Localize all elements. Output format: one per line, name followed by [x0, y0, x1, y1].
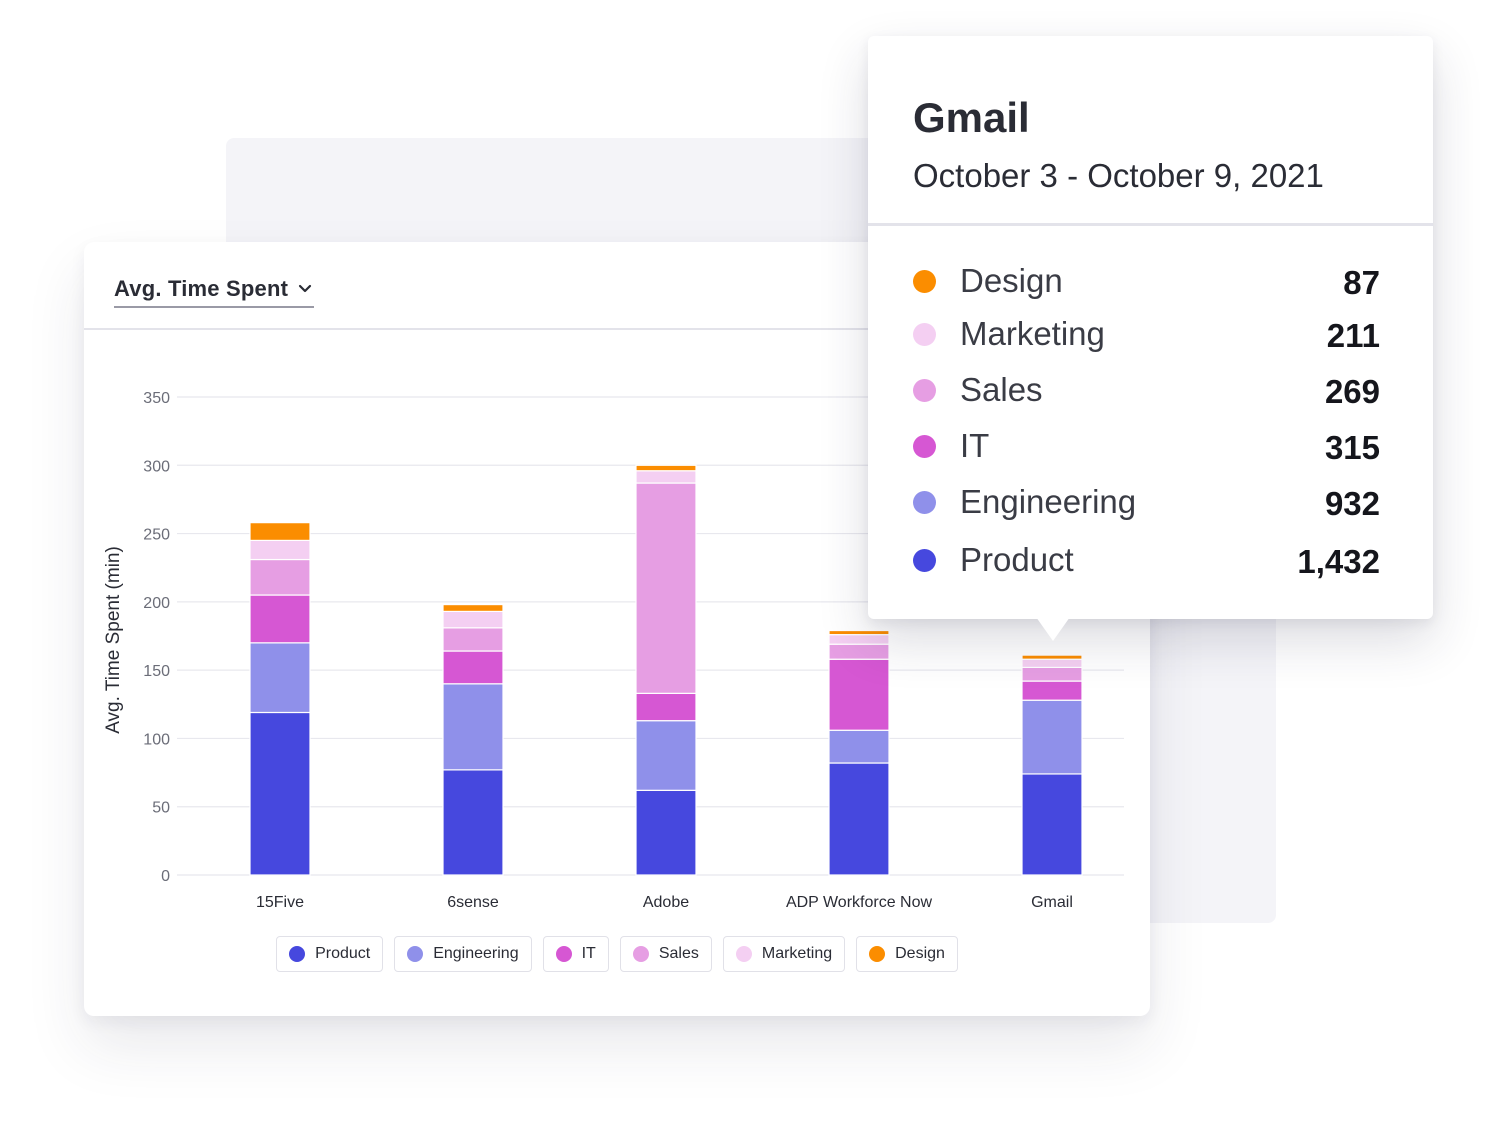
- tooltip-row: Sales 269: [913, 365, 1380, 421]
- bar-segment: [249, 594, 311, 644]
- bar-segment: [249, 711, 311, 876]
- tooltip-row-swatch: [913, 379, 936, 402]
- legend-swatch: [632, 946, 649, 962]
- bar-segment: [1021, 680, 1083, 701]
- tooltip-date-range: October 3 - October 9, 2021: [913, 157, 1324, 194]
- tooltip-row-swatch: [913, 323, 936, 346]
- tooltip-row: Product 1,432: [913, 535, 1380, 591]
- chart-legend: Product Engineering IT Sales Marketing Design: [84, 936, 1150, 972]
- x-tick-label: 6sense: [447, 894, 499, 911]
- metric-dropdown-label: Avg. Time Spent: [114, 276, 289, 301]
- legend-item[interactable]: IT: [542, 936, 609, 972]
- tooltip-row-value: 315: [1324, 429, 1380, 466]
- tooltip-row-value: 1,432: [1297, 543, 1380, 580]
- tooltip-row-swatch: [913, 549, 936, 572]
- bar-segment: [442, 610, 504, 629]
- tooltip-title: Gmail: [913, 94, 1030, 141]
- y-tick-label: 100: [143, 731, 170, 748]
- x-tick-label: Adobe: [643, 894, 689, 911]
- bar-segment: [828, 658, 890, 731]
- bar-segment: [828, 762, 890, 876]
- bar-segment: [635, 692, 697, 722]
- bar-segment: [249, 539, 311, 561]
- bar-segment: [249, 642, 311, 714]
- legend-label: Design: [895, 945, 945, 962]
- legend-item[interactable]: Design: [856, 936, 958, 972]
- tooltip-row: IT 315: [913, 421, 1380, 477]
- y-tick-label: 0: [161, 868, 170, 885]
- bar-segment: [635, 789, 697, 876]
- tooltip-row-value: 932: [1324, 485, 1380, 522]
- legend-label: Engineering: [433, 945, 519, 962]
- bar-segment: [828, 629, 890, 636]
- legend-item[interactable]: Sales: [619, 936, 712, 972]
- y-axis-label: Avg. Time Spent (min): [103, 546, 124, 734]
- legend-label: Sales: [658, 945, 699, 962]
- bar-segment: [1021, 699, 1083, 775]
- legend-item[interactable]: Engineering: [394, 936, 532, 972]
- tooltip-row: Marketing 211: [913, 309, 1380, 365]
- legend-label: Marketing: [761, 945, 833, 962]
- tooltip-row-label: Marketing: [960, 315, 1105, 352]
- x-tick-label: Gmail: [1031, 894, 1073, 911]
- tooltip-row: Engineering 932: [913, 477, 1380, 533]
- legend-swatch: [869, 946, 886, 962]
- x-tick-label: ADP Workforce Now: [786, 894, 933, 911]
- tooltip-row-value: 269: [1324, 373, 1380, 410]
- bar-segment: [635, 482, 697, 694]
- tooltip-row: Design 87: [913, 256, 1380, 312]
- tooltip-row-swatch: [913, 435, 936, 458]
- legend-item[interactable]: Product: [276, 936, 384, 972]
- tooltip-row-value: 87: [1343, 264, 1380, 301]
- tooltip-row-label: Sales: [960, 371, 1043, 408]
- bar-segment: [635, 470, 697, 484]
- bar-segment: [442, 769, 504, 876]
- bar-segment: [442, 683, 504, 771]
- legend-item[interactable]: Marketing: [722, 936, 846, 972]
- legend-swatch: [289, 946, 306, 962]
- tooltip-row-label: IT: [960, 427, 990, 464]
- stacked-bar-chart: 0 50 100 150 200 250 300 350 Avg. Time Spent (mi…: [84, 242, 1150, 1016]
- bar-segment: [442, 627, 504, 652]
- legend-label: IT: [581, 945, 596, 962]
- bar-segment: [828, 729, 890, 764]
- tooltip-row-label: Product: [960, 541, 1074, 578]
- card-header: Avg. Time Spent: [84, 242, 1150, 330]
- legend-swatch: [407, 946, 424, 962]
- y-tick-label: 150: [143, 663, 170, 680]
- legend-swatch: [735, 946, 752, 962]
- tooltip-row-label: Design: [960, 262, 1063, 299]
- bar-segment: [828, 634, 890, 645]
- tooltip-pointer: [1036, 617, 1070, 641]
- bar-segment: [249, 522, 311, 542]
- y-tick-label: 350: [143, 390, 170, 407]
- bar-segment: [1021, 658, 1083, 669]
- y-tick-label: 200: [143, 595, 170, 612]
- tooltip-row-value: 211: [1326, 317, 1380, 354]
- tooltip-row-swatch: [913, 270, 936, 293]
- chevron-down-icon: [296, 280, 314, 298]
- tooltip-row-swatch: [913, 491, 936, 514]
- bar-segment: [635, 464, 697, 472]
- y-tick-label: 250: [143, 527, 170, 544]
- bar-segment: [828, 643, 890, 660]
- tooltip-header: Gmail October 3 - October 9, 2021: [868, 36, 1433, 226]
- tooltip-row-label: Engineering: [960, 483, 1137, 520]
- bar-segment: [249, 558, 311, 596]
- metric-dropdown[interactable]: Avg. Time Spent: [114, 276, 315, 308]
- bar-segment: [635, 720, 697, 791]
- chart-svg: 0 50 100 150 200 250 300 350 Avg. Time Spent (mi…: [103, 390, 1124, 911]
- legend-label: Product: [315, 945, 371, 962]
- legend-swatch: [555, 946, 572, 962]
- gmail-tooltip: Gmail October 3 - October 9, 2021 Design…: [868, 36, 1433, 641]
- y-tick-label: 50: [152, 800, 170, 817]
- bar-segment: [1021, 773, 1083, 876]
- y-tick-label: 300: [143, 458, 170, 475]
- bar-segment: [442, 650, 504, 685]
- x-tick-label: 15Five: [256, 894, 304, 911]
- bar-segment: [1021, 666, 1083, 682]
- bar-segment: [442, 603, 504, 613]
- bar-segment: [1021, 654, 1083, 660]
